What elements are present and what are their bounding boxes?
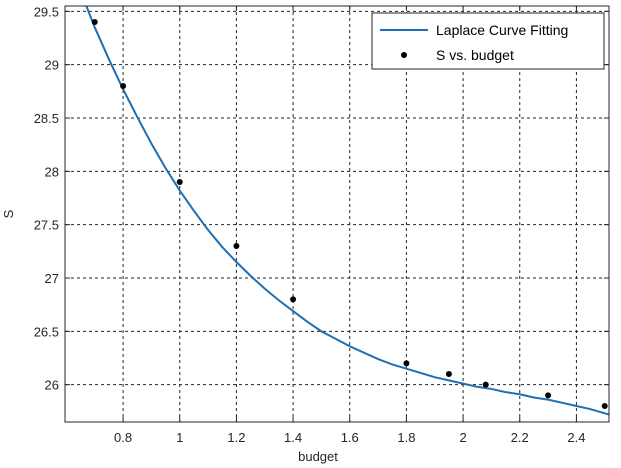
y-tick-label: 28.5 [34,111,59,126]
legend-label-points: S vs. budget [436,47,514,63]
x-tick-label: 0.8 [114,430,132,445]
x-tick-label: 2.2 [511,430,529,445]
legend-box [371,12,605,70]
points-layer [91,19,608,409]
ticks-layer: 0.8 1 1.2 1.4 1.6 1.8 2 2.2 2.4 26 26.5 27 27.5 28 28.… [34,4,609,445]
y-axis-label: S [1,209,16,218]
y-tick-label: 29 [45,58,59,73]
data-point [445,371,452,377]
x-tick-label: 1.4 [284,430,302,445]
y-tick-label: 26 [45,378,59,393]
y-tick-label: 28 [45,164,59,179]
data-point [176,179,183,185]
x-tick-label: 1.2 [227,430,245,445]
curve-layer [85,6,609,416]
legend-label-fit: Laplace Curve Fitting [436,22,568,38]
x-tick-label: 1.6 [341,430,359,445]
data-point [290,296,297,303]
y-tick-label: 26.5 [34,324,59,339]
fit-curve-line [85,6,609,416]
data-point [120,83,127,89]
data-point [545,392,552,399]
x-tick-label: 2 [459,430,466,445]
plot-frame [64,5,610,423]
y-tick-label: 27 [45,271,59,286]
x-tick-label: 2.4 [567,430,585,445]
data-point [601,403,608,409]
y-tick-label: 27.5 [34,218,59,233]
legend-marker-swatch [401,52,407,58]
data-point [403,360,410,367]
x-axis-label: budget [298,449,338,464]
data-point [233,243,240,249]
grid [65,6,609,422]
x-tick-label: 1.8 [397,430,415,445]
data-point [482,381,489,388]
x-tick-label: 1 [176,430,183,445]
data-point [91,19,98,25]
legend: Laplace Curve Fitting S vs. budget [371,12,605,70]
y-tick-label: 29.5 [34,4,59,19]
